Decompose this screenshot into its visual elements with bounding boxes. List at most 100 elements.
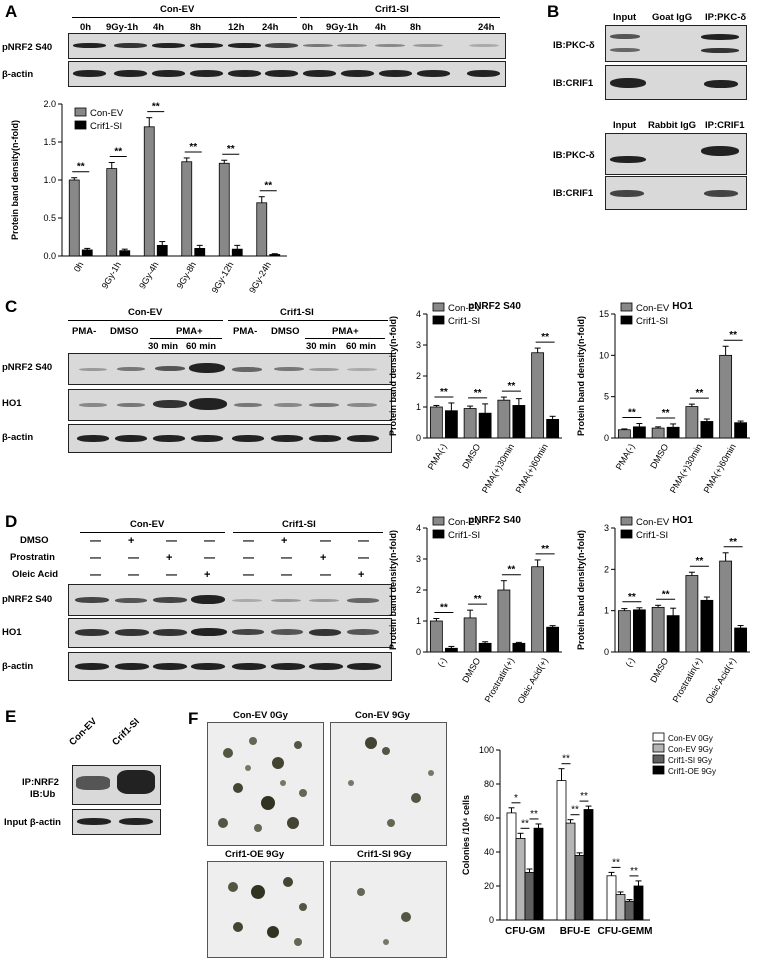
- y-tick-label: 0: [604, 433, 609, 443]
- x-tick-label: DMSO: [648, 656, 670, 684]
- y-tick-label: 15: [599, 309, 609, 319]
- bar: [617, 429, 631, 439]
- western-blot-b-pkc-2: [605, 133, 747, 175]
- y-axis-label: Colonies /10⁴ cells: [461, 795, 471, 875]
- chart-d-pnrf2: pNRF2 S40 0 1 2 3 4 Protein band density(n-fol…: [388, 515, 562, 705]
- legend-swatch: [620, 529, 633, 539]
- chart-title: pNRF2 S40: [468, 515, 521, 526]
- x-tick-label: 9Gy-4h: [137, 260, 160, 291]
- y-tick-label: 3: [604, 523, 609, 533]
- y-tick-label: 1: [604, 606, 609, 616]
- treatment-minus: —: [281, 552, 292, 564]
- lane-label: 0h: [302, 22, 314, 33]
- group-line: [228, 320, 388, 321]
- pma-line: [305, 338, 385, 339]
- x-tick-label: Prostratin(+): [671, 656, 705, 704]
- legend-swatch: [652, 765, 665, 775]
- treatment-minus: —: [358, 535, 369, 547]
- x-tick-label: PMA(-): [614, 442, 637, 472]
- bar: [156, 244, 168, 257]
- lane-label: Con-EV: [67, 715, 100, 748]
- y-axis-label: Protein band density(n-fold): [388, 316, 398, 436]
- legend-label: Con-EV 9Gy: [668, 745, 713, 754]
- y-tick-label: 1.0: [43, 175, 56, 185]
- bar: [651, 606, 665, 653]
- bar: [556, 780, 567, 921]
- chart-title: pNRF2 S40: [468, 301, 521, 312]
- bar: [119, 250, 131, 257]
- treatment-minus: —: [90, 569, 101, 581]
- bar: [444, 647, 458, 653]
- y-tick-label: 20: [484, 881, 494, 891]
- bar: [546, 626, 560, 653]
- x-tick-label: 9Gy-8h: [175, 260, 198, 291]
- x-tick-label: BFU-E: [560, 926, 591, 937]
- treatment-plus: +: [204, 569, 211, 581]
- condition-label: PMA-: [233, 326, 258, 337]
- sig-label: **: [729, 330, 737, 341]
- x-tick-label: Prostratin(+): [483, 656, 517, 704]
- treatment-minus: —: [90, 552, 101, 564]
- bar: [700, 599, 714, 653]
- group-label-con-ev: Con-EV: [160, 4, 195, 15]
- treatment-minus: —: [320, 535, 331, 547]
- pma-line: [150, 338, 222, 339]
- y-tick-label: 1: [416, 616, 421, 626]
- lane-label: 24h: [478, 22, 495, 33]
- sig-label: **: [507, 381, 515, 392]
- group-line: [68, 320, 223, 321]
- row-label: IB:PKC-δ: [553, 40, 595, 51]
- y-tick-label: 10: [599, 350, 609, 360]
- row-label-pnrf2: pNRF2 S40: [2, 362, 53, 373]
- bar: [524, 871, 535, 921]
- sig-label: *: [514, 793, 518, 804]
- colony-image-crif1-oe-9gy: [207, 861, 324, 958]
- bar: [218, 162, 230, 257]
- legend-swatch: [620, 516, 633, 526]
- western-blot-e-ub: [72, 765, 161, 805]
- bar: [478, 642, 492, 653]
- sig-label: **: [474, 594, 482, 605]
- bar: [533, 827, 544, 921]
- y-tick-label: 1.5: [43, 137, 56, 147]
- bar: [231, 248, 243, 257]
- sig-label: **: [440, 387, 448, 398]
- y-tick-label: 4: [416, 523, 421, 533]
- y-axis-label: Protein band density(n-fold): [576, 316, 586, 436]
- sig-label: **: [580, 791, 588, 802]
- western-blot-c-pnrf2: [68, 353, 392, 385]
- y-axis-label: Protein band density(n-fold): [388, 530, 398, 650]
- row-label-beta-actin: β-actin: [2, 661, 34, 672]
- bar: [531, 352, 545, 439]
- legend-swatch: [432, 516, 445, 526]
- bar: [700, 421, 714, 439]
- row-label-ib: IB:Ub: [30, 789, 56, 800]
- group-line: [233, 532, 383, 533]
- legend-label: Con-EV: [448, 517, 482, 528]
- treatment-label: Oleic Acid: [12, 569, 59, 580]
- treatment-label: DMSO: [20, 535, 49, 546]
- bar: [666, 615, 680, 653]
- bar: [506, 812, 517, 921]
- lane-label: 12h: [228, 22, 245, 33]
- sig-label: **: [474, 388, 482, 399]
- x-tick-label: 9Gy-1h: [100, 260, 123, 291]
- legend-label: Con-EV 0Gy: [668, 734, 713, 743]
- bar: [515, 838, 526, 921]
- y-tick-label: 60: [484, 813, 494, 823]
- sig-label: **: [612, 857, 620, 868]
- panel-letter-c: C: [5, 297, 18, 316]
- treatment-minus: —: [128, 552, 139, 564]
- chart-d-ho1: HO1 0 1 2 3 Protein band density(n-fold) (-) DM…: [576, 515, 750, 705]
- y-tick-label: 2: [416, 371, 421, 381]
- bar: [685, 575, 699, 653]
- sig-label: **: [662, 408, 670, 419]
- western-blot-d-ho1: [68, 618, 392, 648]
- lane-label: 0h: [80, 22, 92, 33]
- y-tick-label: 0: [416, 433, 421, 443]
- x-tick-label: 9Gy-12h: [210, 260, 236, 295]
- x-tick-label: CFU-GM: [505, 926, 545, 937]
- panel-letter-e: E: [5, 707, 17, 726]
- legend-label: Crif1-SI: [636, 530, 668, 541]
- bar: [734, 627, 748, 653]
